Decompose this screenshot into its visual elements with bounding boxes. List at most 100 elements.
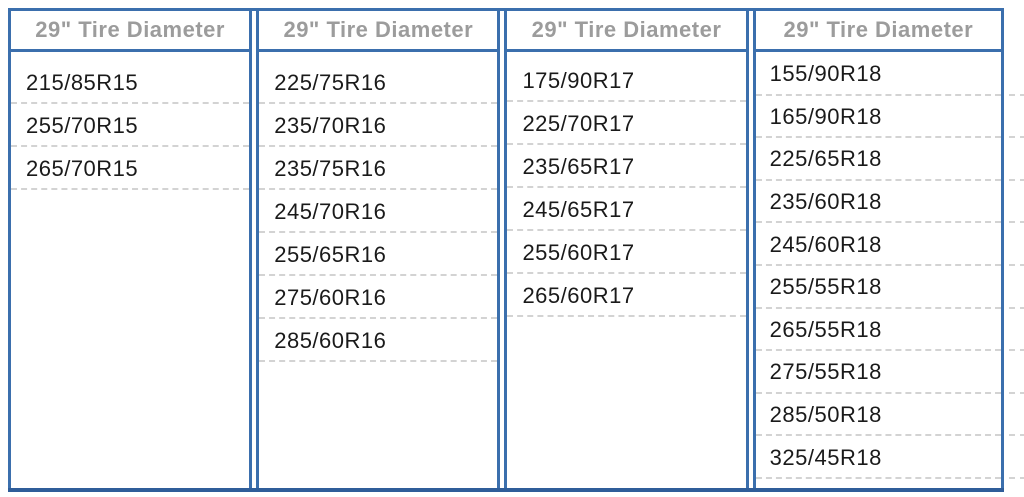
tire-size-row: 325/45R18 [755, 436, 1024, 479]
tire-size-row: 245/65R17 [507, 188, 746, 231]
tire-size-row: 245/60R18 [755, 223, 1024, 266]
tire-size-row: 255/70R15 [11, 104, 250, 147]
column-body: 175/90R17 225/70R17 235/65R17 245/65R17 255/… [507, 52, 746, 317]
gridline-overflow-dash [1009, 136, 1024, 139]
tire-diameter-table: 29" Tire Diameter 215/85R15 255/70R15 265/7… [8, 8, 1024, 492]
row-divider-line [507, 315, 746, 317]
row-divider-line [11, 102, 250, 104]
row-divider-line [755, 476, 1002, 479]
column-body: 155/90R18 165/90R18 225/65R18 235/60R18 245/… [755, 52, 1024, 479]
gridline-overflow-dash [1009, 263, 1024, 266]
tire-size-row: 235/75R16 [259, 147, 498, 190]
tire-size-label: 155/90R18 [769, 61, 882, 87]
row-divider-line [755, 221, 1002, 224]
tire-size-label: 325/45R18 [769, 444, 882, 470]
tire-size-label: 235/65R17 [522, 153, 635, 179]
row-divider-line [507, 229, 746, 231]
tire-size-row: 235/65R17 [507, 145, 746, 188]
row-divider-line [755, 263, 1002, 266]
tire-size-label: 285/50R18 [769, 402, 882, 428]
tire-size-label: 265/55R18 [769, 316, 882, 342]
row-divider-line [259, 360, 498, 362]
row-divider-line [755, 349, 1002, 352]
tire-column-3: 29" Tire Diameter 175/90R17 225/70R17 235/6… [504, 11, 749, 488]
row-divider-line [755, 434, 1002, 437]
tire-size-label: 245/60R18 [769, 231, 882, 257]
gridline-overflow-dash [1009, 93, 1024, 96]
row-divider-line [259, 231, 498, 233]
row-divider-line [11, 145, 250, 147]
row-divider-line [259, 102, 498, 104]
row-divider-line [507, 272, 746, 274]
tire-size-label: 165/90R18 [769, 103, 882, 129]
tire-size-label: 245/65R17 [522, 196, 635, 222]
tire-size-label: 235/60R18 [769, 189, 882, 215]
tire-size-row: 265/55R18 [755, 309, 1024, 352]
tire-size-label: 285/60R16 [274, 327, 387, 353]
tire-size-row: 225/70R17 [507, 102, 746, 145]
tire-size-label: 225/65R18 [769, 146, 882, 172]
tire-size-row: 175/90R17 [507, 59, 746, 102]
tire-size-label: 265/60R17 [522, 282, 635, 308]
row-divider-line [507, 100, 746, 102]
column-header: 29" Tire Diameter [259, 11, 498, 52]
row-divider-line [507, 143, 746, 145]
column-header: 29" Tire Diameter [507, 11, 746, 52]
tire-column-2: 29" Tire Diameter 225/75R16 235/70R16 235/7… [256, 11, 501, 488]
column-header: 29" Tire Diameter [755, 11, 1002, 52]
tire-size-label: 235/75R16 [274, 155, 387, 181]
row-divider-line [259, 145, 498, 147]
tire-size-row: 155/90R18 [755, 53, 1024, 96]
tire-size-label: 225/75R16 [274, 69, 387, 95]
tire-size-label: 255/60R17 [522, 239, 635, 265]
row-divider-line [259, 274, 498, 276]
tire-size-label: 175/90R17 [522, 67, 635, 93]
tire-size-label: 235/70R16 [274, 112, 387, 138]
tire-size-label: 245/70R16 [274, 198, 387, 224]
tire-size-row: 255/55R18 [755, 266, 1024, 309]
tire-column-4: 29" Tire Diameter 155/90R18 165/90R18 225/6… [752, 11, 1024, 488]
row-divider-line [755, 93, 1002, 96]
tire-size-row: 255/65R16 [259, 233, 498, 276]
row-divider-line [755, 306, 1002, 309]
row-divider-line [755, 178, 1002, 181]
tire-size-label: 275/60R16 [274, 284, 387, 310]
row-divider-line [11, 188, 250, 190]
gridline-overflow-dash [1009, 221, 1024, 224]
tire-size-row: 265/70R15 [11, 147, 250, 190]
tire-size-row: 235/70R16 [259, 104, 498, 147]
tire-size-row: 215/85R15 [11, 61, 250, 104]
tire-size-label: 275/55R18 [769, 359, 882, 385]
row-divider-line [259, 188, 498, 190]
tire-size-row: 265/60R17 [507, 274, 746, 317]
tire-size-row: 285/50R18 [755, 394, 1024, 437]
tire-size-row: 275/60R16 [259, 276, 498, 319]
tire-size-label: 225/70R17 [522, 110, 635, 136]
row-divider-line [259, 317, 498, 319]
tire-size-label: 265/70R15 [26, 155, 139, 181]
tire-size-label: 255/65R16 [274, 241, 387, 267]
tire-size-label: 255/70R15 [26, 112, 139, 138]
gridline-overflow-dash [1009, 476, 1024, 479]
tire-size-row: 225/65R18 [755, 138, 1024, 181]
row-divider-line [507, 186, 746, 188]
tire-size-row: 285/60R16 [259, 319, 498, 362]
gridline-overflow-dash [1009, 391, 1024, 394]
tire-size-row: 255/60R17 [507, 231, 746, 274]
row-divider-line [755, 136, 1002, 139]
gridline-overflow-dash [1009, 178, 1024, 181]
tire-size-label: 215/85R15 [26, 69, 139, 95]
column-body: 215/85R15 255/70R15 265/70R15 [11, 52, 250, 190]
tire-size-row: 235/60R18 [755, 181, 1024, 224]
column-body: 225/75R16 235/70R16 235/75R16 245/70R16 255/… [259, 52, 498, 362]
gridline-overflow-dash [1009, 306, 1024, 309]
row-divider-line [755, 391, 1002, 394]
gridline-overflow-dash [1009, 349, 1024, 352]
tire-size-row: 225/75R16 [259, 61, 498, 104]
tire-column-1: 29" Tire Diameter 215/85R15 255/70R15 265/7… [8, 11, 253, 488]
tire-size-row: 275/55R18 [755, 351, 1024, 394]
tire-size-label: 255/55R18 [769, 274, 882, 300]
tire-size-row: 245/70R16 [259, 190, 498, 233]
column-header: 29" Tire Diameter [11, 11, 250, 52]
